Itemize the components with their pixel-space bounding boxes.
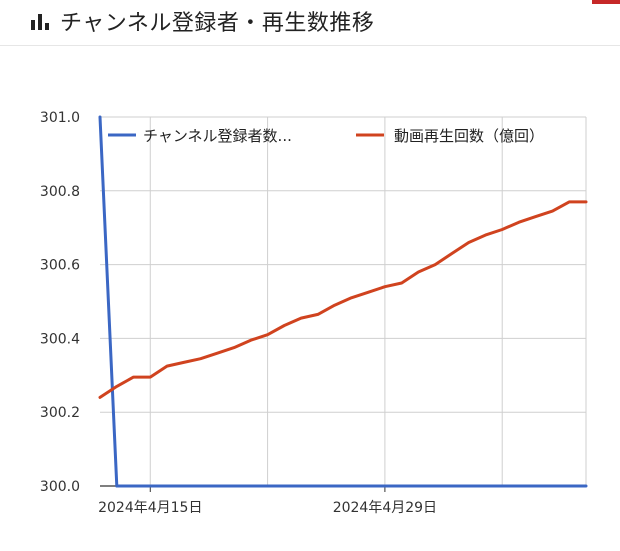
bar-chart-icon [31, 14, 49, 30]
series [98, 115, 588, 488]
y-tick-label: 301.0 [40, 110, 80, 126]
y-tick-label: 300.8 [40, 184, 80, 200]
y-tick-label: 300.4 [40, 331, 80, 347]
x-tick-label: 2024年4月15日 [98, 500, 202, 516]
series-views-line [98, 200, 588, 399]
header-bar [0, 0, 620, 46]
y-tick-label: 300.2 [40, 405, 80, 421]
y-tick-label: 300.0 [40, 479, 80, 495]
header-divider [0, 45, 620, 46]
legend-label: 動画再生回数（億回） [394, 127, 544, 145]
legend: チャンネル登録者数... 動画再生回数（億回） [108, 127, 544, 145]
y-tick-label: 300.6 [40, 258, 80, 274]
accent-strip [592, 0, 620, 4]
legend-label: チャンネル登録者数... [143, 127, 292, 145]
page-title: チャンネル登録者・再生数推移 [60, 11, 375, 36]
series-subscribers-line [98, 115, 588, 488]
x-tick-label: 2024年4月29日 [333, 500, 437, 516]
title-row: チャンネル登録者・再生数推移 [30, 6, 374, 36]
axes: 301.0 300.8 300.6 300.4 300.2 300.0 2024年4月15日… [40, 110, 586, 516]
